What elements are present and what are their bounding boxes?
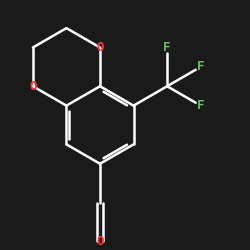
Text: O: O	[96, 41, 104, 54]
Text: O: O	[96, 235, 104, 248]
Text: F: F	[163, 40, 171, 54]
Text: F: F	[197, 60, 205, 73]
Text: O: O	[29, 80, 37, 93]
Text: F: F	[197, 99, 205, 112]
